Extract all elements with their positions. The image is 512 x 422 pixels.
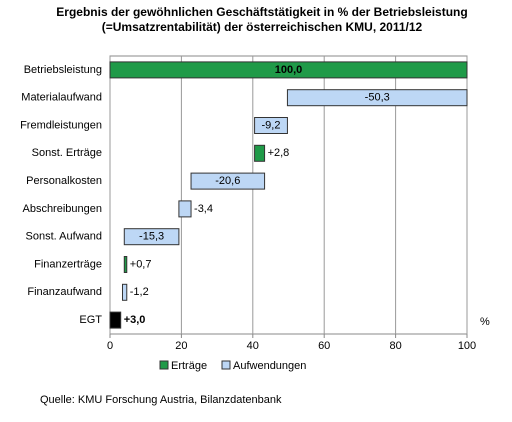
bar: [178, 200, 192, 218]
x-tick-label: 100: [458, 340, 476, 352]
x-tick-label: 60: [318, 340, 330, 352]
data-label: +0,7: [130, 258, 152, 270]
x-tick-label: 80: [389, 340, 401, 352]
y-tick-label: Finanzaufwand: [27, 286, 102, 298]
data-label: +2,8: [268, 147, 290, 159]
bar: [109, 311, 122, 329]
legend-label: Aufwendungen: [233, 360, 306, 372]
axis-unit: %: [480, 316, 490, 328]
data-label: -9,2: [262, 119, 281, 131]
legend-swatch: [159, 360, 169, 370]
bar: [123, 228, 180, 246]
y-tick-label: Abschreibungen: [22, 203, 102, 215]
chart-title: (=Umsatzrentabilität) der österreichisch…: [102, 20, 423, 34]
y-tick-label: Materialaufwand: [21, 92, 102, 104]
x-tick-label: 0: [107, 340, 113, 352]
data-label: -50,3: [365, 92, 390, 104]
data-label: -3,4: [194, 203, 213, 215]
legend-label: Erträge: [171, 360, 207, 372]
y-tick-label: Finanzerträge: [34, 258, 102, 270]
legend-swatch: [221, 360, 231, 370]
y-tick-label: EGT: [79, 314, 102, 326]
y-tick-label: Fremdleistungen: [20, 119, 102, 131]
data-label: -20,6: [215, 175, 240, 187]
chart-title: Ergebnis der gewöhnlichen Geschäftstätig…: [56, 5, 467, 19]
bar: [109, 61, 468, 79]
data-label: +3,0: [124, 314, 146, 326]
data-label: 100,0: [275, 64, 303, 76]
bar: [254, 117, 288, 134]
source-note: Quelle: KMU Forschung Austria, Bilanzdat…: [40, 394, 282, 406]
bar: [190, 172, 266, 190]
y-tick-label: Betriebsleistung: [24, 64, 102, 76]
x-tick-label: 20: [175, 340, 187, 352]
y-tick-label: Personalkosten: [26, 175, 102, 187]
y-tick-label: Sonst. Erträge: [32, 147, 102, 159]
bar: [286, 89, 468, 107]
bar: [123, 256, 128, 273]
data-label: -15,3: [139, 231, 164, 243]
data-label: -1,2: [130, 286, 149, 298]
x-tick-label: 40: [247, 340, 259, 352]
bar: [121, 283, 128, 301]
bar: [254, 144, 266, 162]
y-tick-label: Sonst. Aufwand: [26, 231, 102, 243]
